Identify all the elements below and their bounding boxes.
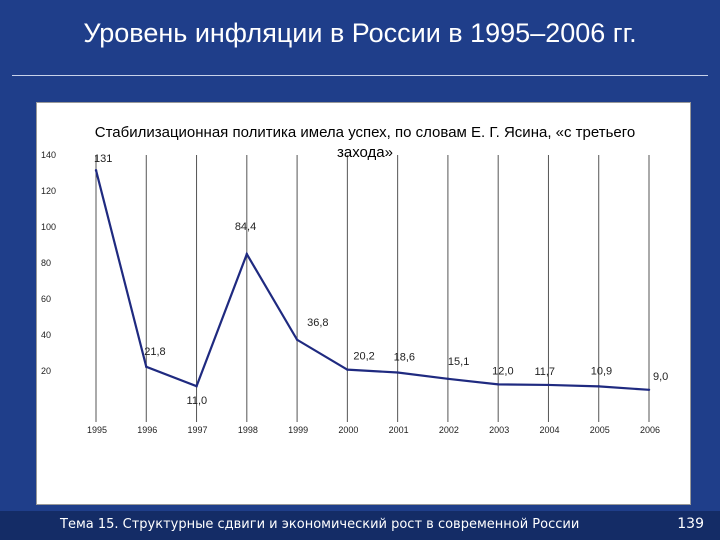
x-tick-label: 2004	[539, 425, 559, 435]
data-label: 131	[94, 153, 112, 165]
series-line	[94, 169, 650, 391]
x-tick-label: 1996	[137, 425, 157, 435]
data-point	[597, 385, 600, 388]
data-point	[145, 365, 148, 368]
data-point	[446, 377, 450, 381]
data-label: 15,1	[448, 356, 469, 368]
data-label: 11,0	[187, 395, 208, 407]
chart-panel: 20 40 60 80 100 120 140 1995 1996 1997 1998 1999 200…	[36, 102, 691, 505]
slide-title: Уровень инфляции в России в 1995–2006 гг…	[83, 18, 637, 48]
footer-bar: Тема 15. Структурные сдвиги и экономичес…	[0, 511, 720, 540]
data-point	[94, 169, 98, 172]
x-tick-label: 2003	[489, 425, 509, 435]
x-tick-label: 1995	[87, 425, 107, 435]
y-tick-label: 60	[41, 294, 51, 304]
x-tick-label: 2000	[338, 425, 358, 435]
data-point	[396, 371, 399, 374]
data-label: 21,8	[144, 346, 165, 358]
data-label: 18,6	[394, 352, 415, 364]
y-tick-label: 40	[41, 330, 51, 340]
data-label: 11,7	[534, 366, 555, 378]
data-label: 9,0	[653, 371, 668, 383]
data-point	[295, 338, 299, 341]
data-point	[245, 252, 249, 256]
y-tick-label: 140	[41, 150, 56, 160]
x-tick-label: 1998	[238, 425, 258, 435]
title-divider	[12, 75, 708, 76]
x-tick-label: 1997	[188, 425, 208, 435]
y-tick-label: 80	[41, 258, 51, 268]
data-label: 20,2	[353, 351, 374, 363]
x-tick-label: 2005	[590, 425, 610, 435]
y-tick-label: 100	[41, 222, 56, 232]
page-number: 139	[677, 516, 704, 532]
y-tick-label: 20	[41, 366, 51, 376]
y-tick-label: 120	[41, 186, 56, 196]
data-point	[346, 368, 349, 371]
data-point	[195, 385, 198, 388]
x-tick-label: 1999	[288, 425, 308, 435]
data-label: 84,4	[235, 221, 256, 233]
data-label: 10,9	[591, 365, 612, 377]
data-label: 36,8	[307, 317, 328, 329]
data-point	[647, 388, 651, 391]
x-tick-label: 2001	[389, 425, 409, 435]
footer-text: Тема 15. Структурные сдвиги и экономичес…	[60, 517, 580, 532]
x-tick-label: 2002	[439, 425, 459, 435]
data-point	[547, 383, 550, 387]
data-point	[496, 383, 500, 386]
inflation-line-chart: 20 40 60 80 100 120 140 1995 1996 1997 1998 1999 200…	[41, 150, 668, 435]
x-tick-label: 2006	[640, 425, 660, 435]
chart-title: Стабилизационная политика имела успех, п…	[94, 124, 636, 161]
data-label: 12,0	[492, 365, 513, 377]
